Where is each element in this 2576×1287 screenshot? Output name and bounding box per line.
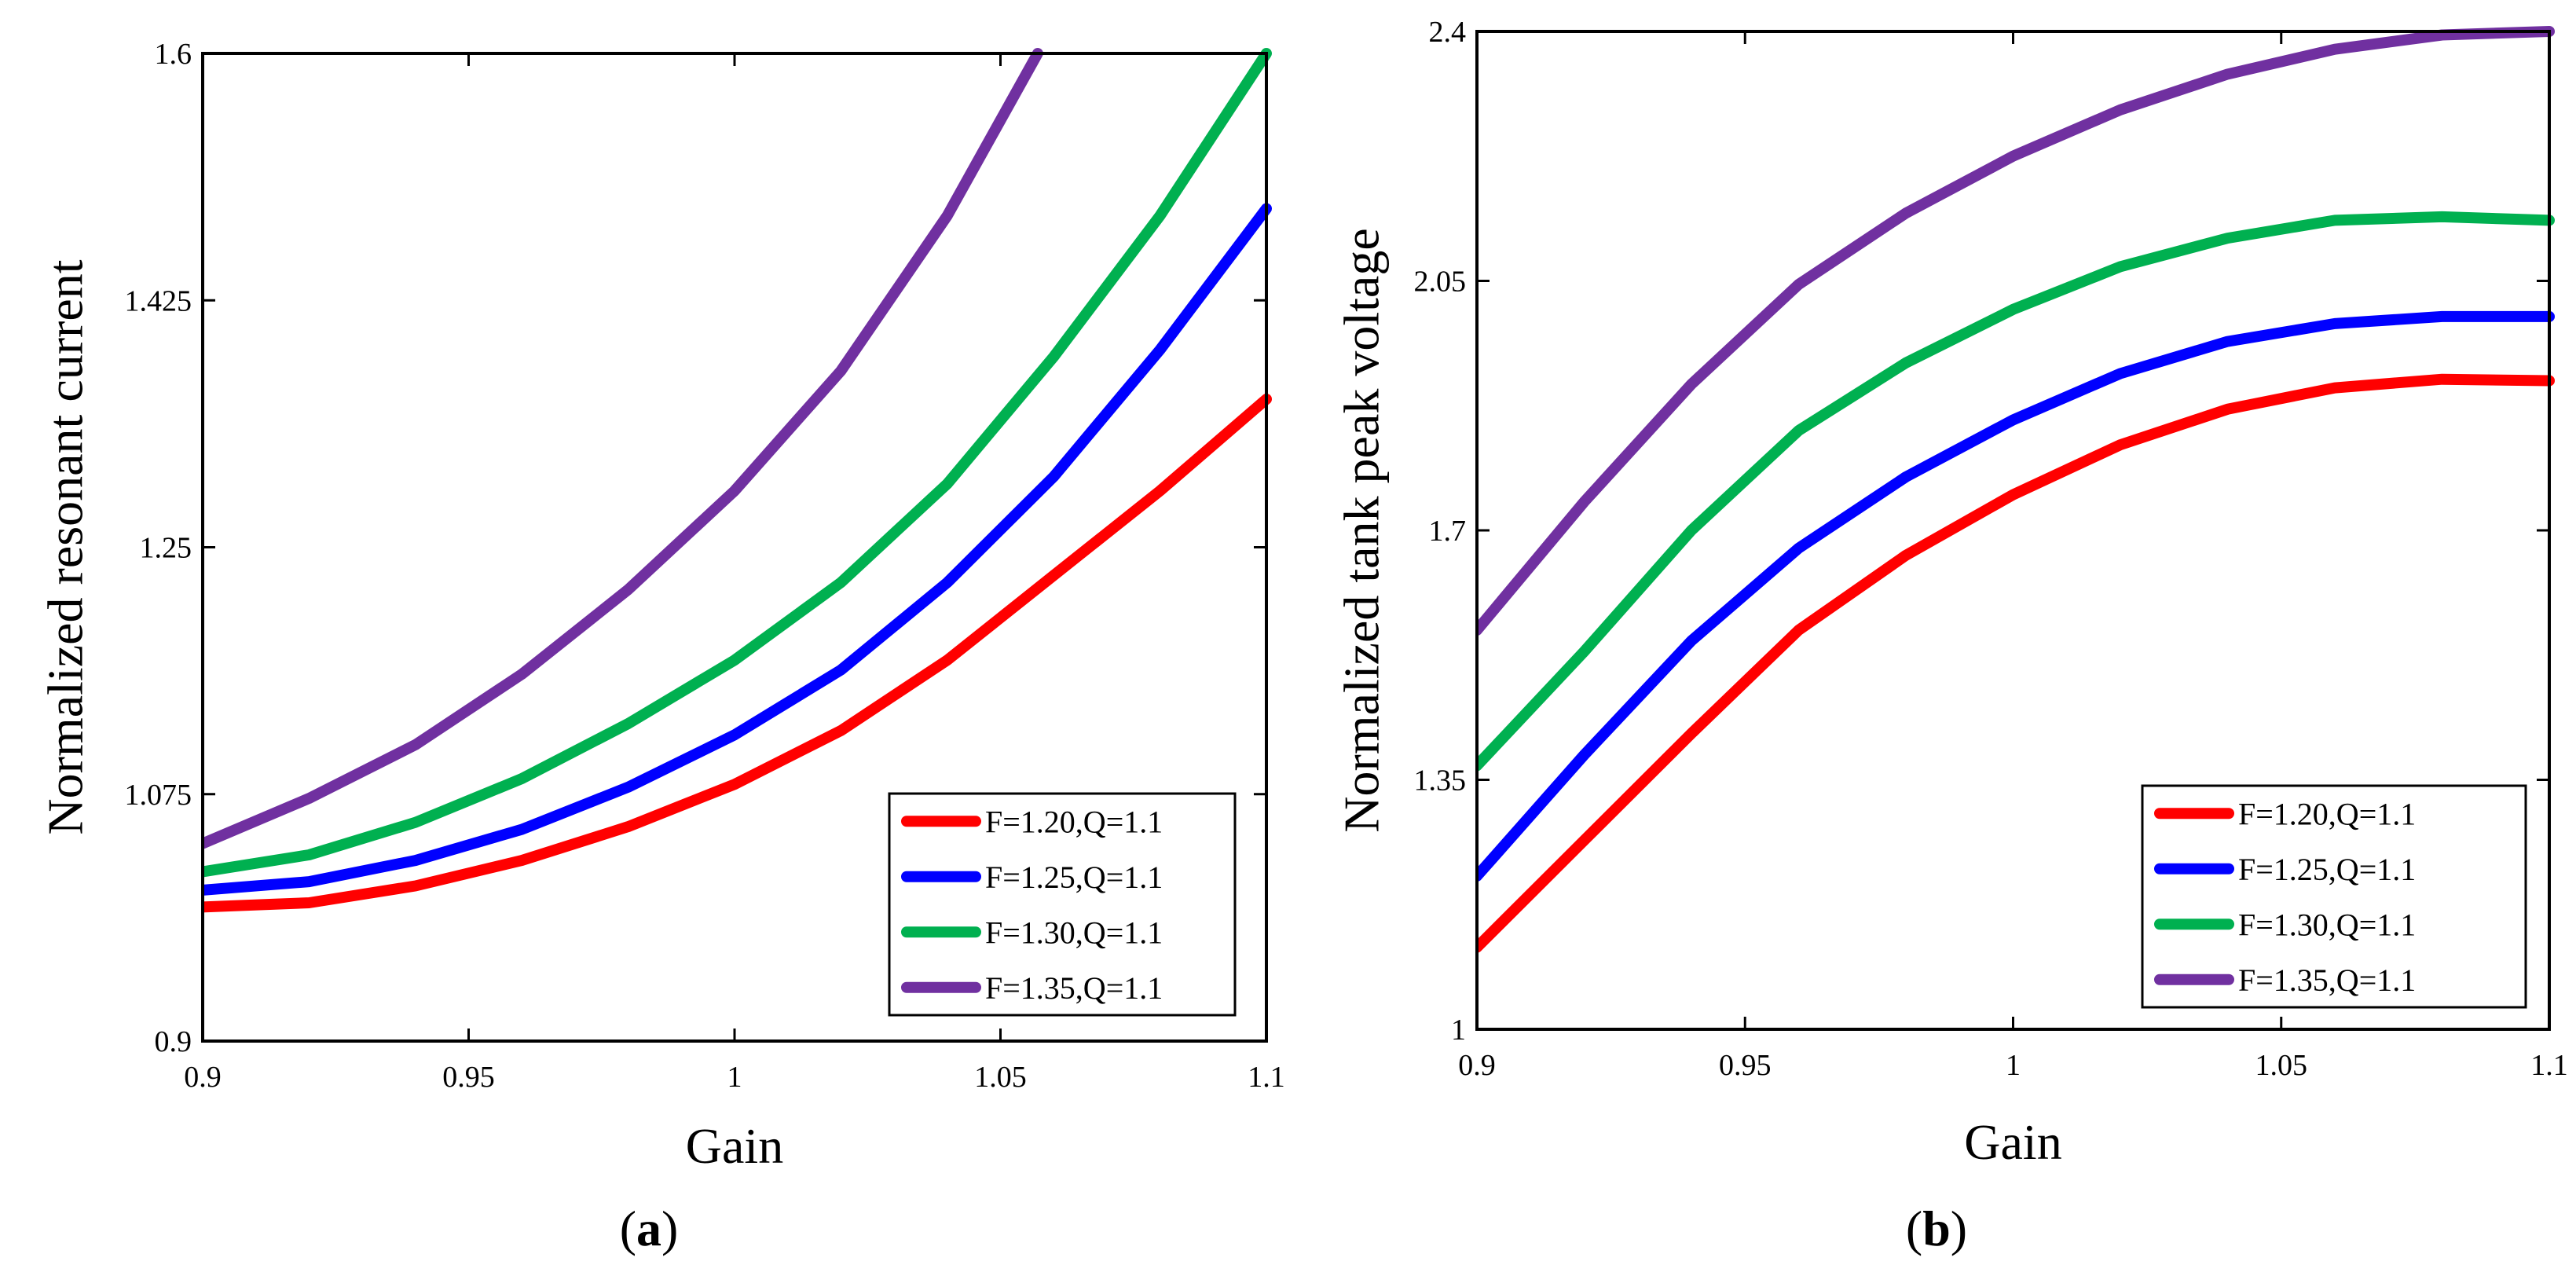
series-line-1: [1477, 373, 2555, 953]
y-tick-label: 2.4: [1429, 16, 1467, 49]
y-tick-label: 2.05: [1414, 266, 1467, 299]
series-line-4: [203, 48, 1043, 849]
y-tick-label: 1: [1451, 1014, 1466, 1047]
series-line-3: [203, 48, 1272, 878]
series-line-2: [203, 203, 1272, 896]
series-line-4: [1477, 26, 2555, 636]
legend-entry-label: F=1.35,Q=1.1: [985, 970, 1163, 1006]
legend-box: [888, 792, 1237, 1017]
x-axis-label: Gain: [686, 1118, 783, 1174]
x-tick-label: 1.1: [2530, 1049, 2568, 1082]
y-tick-label: 1.25: [140, 532, 192, 565]
series-line-3: [1477, 211, 2555, 772]
legend-entry-label: F=1.30,Q=1.1: [985, 915, 1163, 950]
x-tick-label: 1.05: [974, 1061, 1027, 1094]
x-axis-label: Gain: [1964, 1114, 2061, 1170]
x-tick-label: 1.05: [2255, 1049, 2308, 1082]
series-group: [1477, 26, 2555, 953]
legend-entry-label: F=1.20,Q=1.1: [985, 804, 1163, 839]
y-axis-label: Normalized resonant current: [38, 259, 93, 834]
legend: F=1.20,Q=1.1 F=1.25,Q=1.1 F=1.30,Q=1.1 F=1.…: [2141, 784, 2527, 1009]
legend-entry-label: F=1.35,Q=1.1: [2238, 962, 2416, 998]
series-group: [203, 48, 1272, 913]
legend-entry-label: F=1.25,Q=1.1: [985, 860, 1163, 895]
legend-entry-label: F=1.30,Q=1.1: [2238, 907, 2416, 942]
x-tick-label: 1.1: [1248, 1061, 1285, 1094]
panel-label: (b): [1906, 1201, 1967, 1256]
x-tick-label: 0.95: [1719, 1049, 1772, 1082]
y-tick-label: 1.075: [125, 779, 192, 812]
series-line-1: [203, 394, 1272, 913]
x-tick-label: 0.9: [1458, 1049, 1496, 1082]
chart-panel-a: 0.9 0.95 1 1.05 1.1 0.9 1.075 1.25 1.425 1.6 Gain N…: [38, 38, 1285, 1256]
series-line-2: [1477, 310, 2555, 882]
y-tick-label: 1.7: [1429, 515, 1467, 548]
y-axis-label: Normalized tank peak voltage: [1334, 228, 1390, 832]
legend: F=1.20,Q=1.1 F=1.25,Q=1.1 F=1.30,Q=1.1 F=1.…: [888, 792, 1237, 1017]
y-tick-label: 0.9: [155, 1025, 192, 1058]
x-tick-label: 0.9: [184, 1061, 222, 1094]
y-tick-label: 1.6: [155, 38, 192, 71]
legend-box: [2141, 784, 2527, 1009]
x-tick-label: 1: [727, 1061, 742, 1094]
y-tick-label: 1.425: [125, 284, 192, 317]
legend-entry-label: F=1.25,Q=1.1: [2238, 852, 2416, 887]
x-tick-label: 0.95: [442, 1061, 495, 1094]
chart-panel-b: 0.9 0.95 1 1.05 1.1 1 1.35 1.7 2.05 2.4 Gain Normal…: [1334, 16, 2568, 1256]
legend-entry-label: F=1.20,Q=1.1: [2238, 796, 2416, 831]
x-tick-label: 1: [2006, 1049, 2021, 1082]
y-tick-label: 1.35: [1414, 764, 1467, 798]
panel-label: (a): [620, 1201, 679, 1256]
